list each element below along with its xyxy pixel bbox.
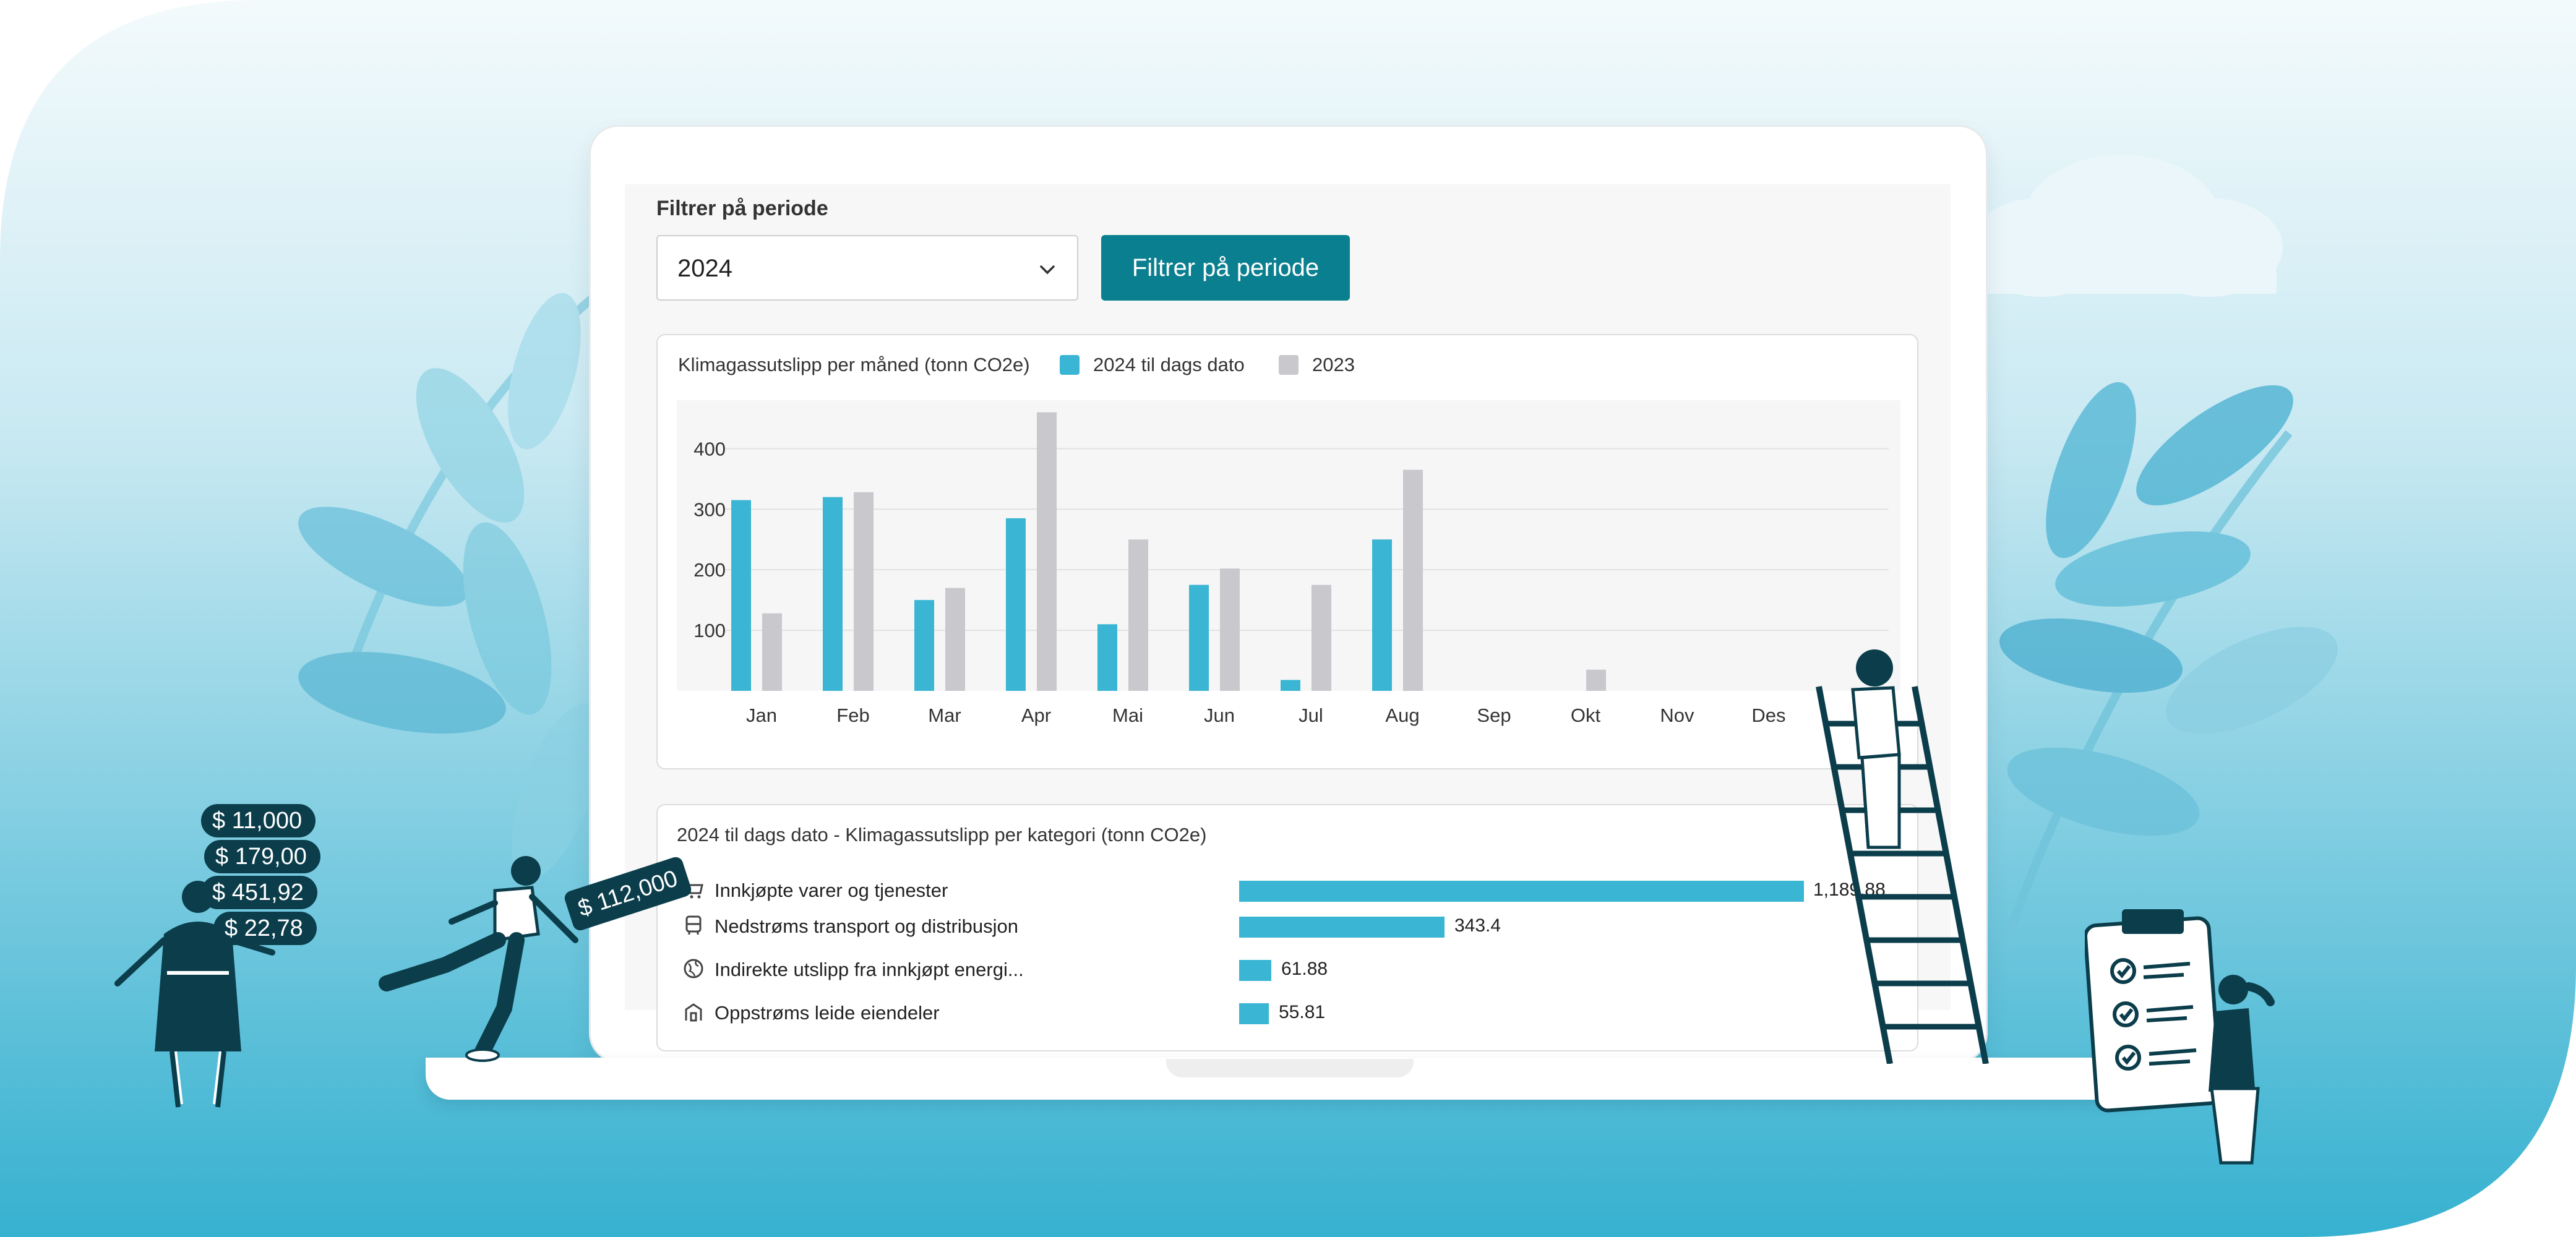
year-select[interactable]: 2024 <box>656 235 1078 301</box>
bar-2024 <box>1372 539 1392 691</box>
filter-label: Filtrer på periode <box>656 197 828 220</box>
monthly-emissions-card: Klimagassutslipp per måned (tonn CO2e) 2… <box>656 334 1918 769</box>
x-tick-label: Feb <box>836 704 869 726</box>
category-emissions-card: 2024 til dags dato - Klimagassutslipp pe… <box>656 804 1918 1051</box>
legend-swatch-2024 <box>1060 355 1080 375</box>
x-tick-label: Aug <box>1385 704 1419 726</box>
x-tick-label: Mar <box>928 704 961 726</box>
category-value: 55.81 <box>1279 1002 1326 1022</box>
money-tag: $ 451,92 <box>201 876 317 909</box>
bar-2024 <box>1006 518 1026 691</box>
ladder-climber-figure <box>1816 649 1989 1064</box>
bus-icon <box>685 915 702 935</box>
category-bar <box>1239 960 1271 981</box>
category-row[interactable]: Innkjøpte varer og tjenester 1,189.88 <box>676 875 1886 905</box>
y-tick-label: 200 <box>693 559 726 581</box>
x-tick-label: Nov <box>1660 704 1694 726</box>
category-bar <box>1239 1003 1269 1024</box>
bar-2024 <box>1189 584 1209 691</box>
legend-label-2023: 2023 <box>1312 354 1355 375</box>
legend-label-2024: 2024 til dags dato <box>1093 354 1245 375</box>
legend-swatch-2023 <box>1279 355 1299 375</box>
bar-2023 <box>1403 469 1423 691</box>
category-bar <box>1239 881 1804 902</box>
money-tag: $ 179,00 <box>204 840 320 873</box>
bar-2024 <box>1097 624 1117 691</box>
laptop-notch <box>1166 1059 1414 1077</box>
x-tick-label: Des <box>1751 704 1785 726</box>
bar-2023 <box>1586 669 1606 691</box>
legend-item-2023[interactable]: 2023 <box>1279 354 1355 376</box>
bar-2023 <box>945 588 965 691</box>
bar-2023 <box>854 492 874 691</box>
category-row[interactable]: Oppstrøms leide eiendeler 55.81 <box>676 997 1852 1028</box>
bar-2023 <box>1312 584 1331 691</box>
filter-button[interactable]: Filtrer på periode <box>1101 235 1350 301</box>
category-bar <box>1239 917 1445 938</box>
x-tick-label: Jan <box>746 704 777 726</box>
y-tick-label: 300 <box>693 499 726 520</box>
bar-2023 <box>1220 568 1240 691</box>
bar-2024 <box>823 497 843 691</box>
monthly-bar-chart: 100 200 300 400 Jan Feb Mar Apr Mai Jun Jul Aug Sep O… <box>693 412 1889 726</box>
bar-2023 <box>1128 539 1148 691</box>
category-label: Oppstrøms leide eiendeler <box>715 1002 940 1024</box>
category-row[interactable]: Nedstrøms transport og distribusjon 343.… <box>676 910 1852 941</box>
y-tick-label: 100 <box>693 620 726 641</box>
x-tick-label: Jul <box>1299 704 1323 726</box>
building-icon <box>685 1003 702 1022</box>
legend-item-2024[interactable]: 2024 til dags dato <box>1060 354 1245 376</box>
running-man-figure <box>379 856 578 1062</box>
x-tick-label: Okt <box>1571 704 1601 726</box>
money-tag: $ 11,000 <box>201 804 316 837</box>
money-tag: $ 22,78 <box>213 912 317 945</box>
globe-icon <box>684 959 703 978</box>
category-label: Nedstrøms transport og distribusjon <box>715 915 1019 937</box>
bar-2023 <box>1037 412 1057 691</box>
category-row[interactable]: Indirekte utslipp fra innkjøpt energi...… <box>676 954 1852 985</box>
category-value: 343.4 <box>1454 915 1501 936</box>
bar-2024 <box>914 600 934 691</box>
x-tick-label: Mai <box>1112 704 1143 726</box>
category-value: 61.88 <box>1281 959 1328 979</box>
x-tick-label: Apr <box>1021 704 1051 726</box>
y-tick-label: 400 <box>693 438 726 460</box>
x-tick-label: Jun <box>1204 704 1235 726</box>
checklist-figure <box>2085 909 2275 1165</box>
category-label: Innkjøpte varer og tjenester <box>715 880 948 901</box>
bar-2023 <box>762 613 782 691</box>
x-tick-label: Sep <box>1477 704 1511 726</box>
bar-2024 <box>731 500 751 691</box>
category-chart-title: 2024 til dags dato - Klimagassutslipp pe… <box>677 824 1207 845</box>
year-select-value: 2024 <box>677 255 732 282</box>
bar-2024 <box>1281 680 1300 691</box>
category-label: Indirekte utslipp fra innkjøpt energi... <box>715 959 1024 980</box>
monthly-chart-title: Klimagassutslipp per måned (tonn CO2e) <box>678 354 1030 375</box>
chevron-down-icon <box>1040 265 1055 275</box>
